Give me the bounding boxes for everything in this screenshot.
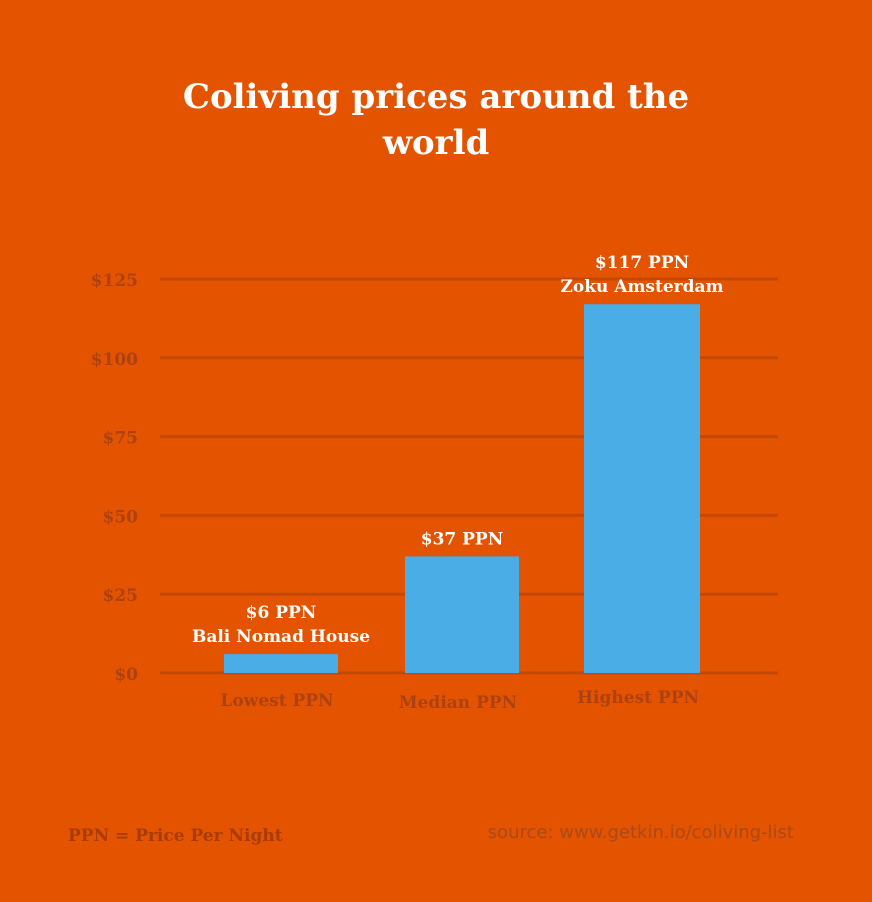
bar — [584, 304, 700, 673]
x-tick-label: Median PPN — [399, 693, 517, 713]
footnote: PPN = Price Per Night — [68, 826, 283, 846]
y-tick-label: $0 — [114, 665, 138, 685]
y-tick-label: $75 — [103, 429, 139, 449]
bar — [405, 556, 519, 673]
y-tick-label: $125 — [91, 271, 138, 291]
data-label: $6 PPN — [246, 603, 317, 623]
y-tick-label: $50 — [103, 507, 139, 527]
data-label: $37 PPN — [421, 529, 504, 549]
data-label: Zoku Amsterdam — [560, 277, 723, 297]
data-label: Bali Nomad House — [192, 627, 370, 647]
x-tick-label: Lowest PPN — [220, 691, 333, 711]
y-tick-label: $25 — [103, 586, 139, 606]
chart-title: Coliving prices around the world — [182, 77, 690, 163]
x-tick-label: Highest PPN — [577, 688, 699, 708]
bar — [224, 654, 338, 673]
source-note: source: www.getkin.io/coliving-list — [487, 822, 794, 843]
y-tick-label: $100 — [91, 350, 138, 370]
data-label: $117 PPN — [595, 253, 689, 273]
